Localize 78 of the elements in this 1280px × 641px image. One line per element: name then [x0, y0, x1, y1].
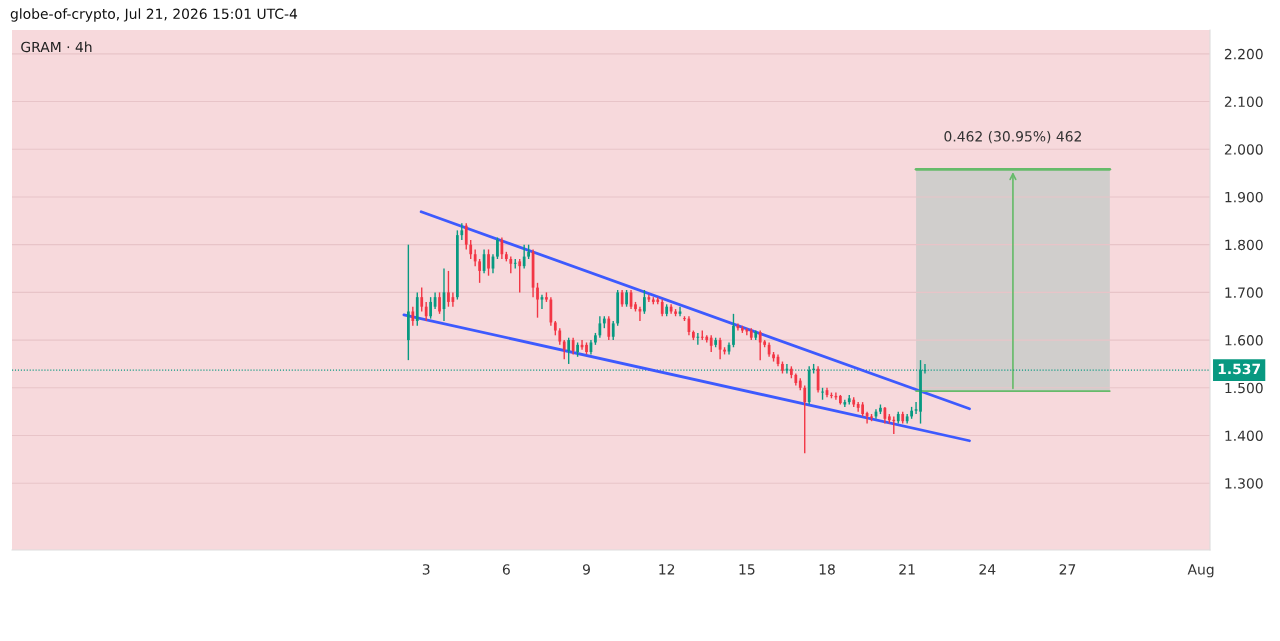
candlestick — [496, 236, 499, 260]
candlestick — [527, 243, 530, 260]
annotation: 0.462 (30.95%) 462 — [944, 130, 1081, 144]
candlestick — [415, 291, 419, 327]
candlestick — [576, 341, 579, 358]
candlestick — [598, 315, 602, 339]
x-tick-label: 12 — [659, 564, 675, 575]
candlestick — [625, 289, 628, 308]
x-tick-label: 27 — [1059, 564, 1076, 575]
y-tick-label: 2.000 — [1224, 144, 1263, 155]
y-tick-label: 2.200 — [1224, 48, 1263, 60]
candlestick — [870, 413, 873, 422]
candlestick — [607, 315, 611, 341]
y-tick-label: 1.900 — [1225, 191, 1263, 203]
candlestick — [478, 258, 481, 284]
candlestick — [821, 387, 824, 401]
candlestick — [429, 296, 433, 320]
candlestick — [464, 222, 468, 251]
candlestick — [758, 329, 762, 361]
candlestick — [469, 239, 473, 260]
candlestick — [406, 243, 410, 361]
y-tick-label: 2.100 — [1224, 96, 1263, 108]
candlestick — [411, 306, 415, 327]
candlestick — [838, 394, 842, 406]
x-tick-label: 9 — [582, 564, 590, 575]
x-tick-label: 15 — [739, 564, 755, 575]
candlestick — [545, 291, 548, 303]
candlestick — [424, 301, 428, 322]
candlestick — [536, 282, 539, 319]
candlestick — [567, 337, 571, 365]
x-tick-label: 21 — [899, 564, 915, 575]
candlestick — [745, 327, 749, 337]
candlestick — [732, 313, 735, 348]
candlestick — [856, 401, 860, 413]
x-tick-label: 6 — [502, 564, 510, 575]
y-tick-label: 1.600 — [1225, 335, 1263, 346]
candlestick — [781, 360, 784, 375]
candlestick — [669, 303, 673, 315]
candlestick — [518, 258, 522, 294]
ref-line-label: 1.537 — [1218, 363, 1261, 375]
candlestick — [830, 391, 833, 399]
candlestick — [522, 243, 526, 270]
candlestick — [487, 248, 490, 277]
candlestick — [879, 403, 882, 415]
y-tick-label: 1.400 — [1225, 430, 1263, 441]
candlestick — [772, 351, 775, 363]
candlestick — [634, 301, 637, 313]
y-tick-label: 1.300 — [1225, 478, 1263, 489]
candlestick — [611, 320, 615, 341]
candlestick — [549, 296, 553, 327]
candlestick — [692, 329, 695, 341]
candlestick — [803, 384, 807, 454]
x-tick-label: 18 — [819, 564, 835, 575]
candlestick — [438, 291, 441, 315]
candlestick — [420, 286, 424, 313]
candlestick — [683, 315, 686, 322]
y-tick-label: 1.500 — [1225, 382, 1263, 394]
x-tick-label: Aug — [1187, 564, 1214, 578]
candlestick — [789, 365, 793, 379]
candlestick — [674, 308, 677, 317]
candlestick — [914, 401, 918, 415]
candlestick — [460, 222, 464, 241]
candlestick — [723, 346, 726, 356]
candlestick — [562, 339, 566, 360]
candlestick — [741, 325, 744, 334]
candlestick — [643, 289, 646, 315]
candlestick — [594, 332, 597, 346]
candlestick — [585, 341, 588, 356]
x-tick-label: 3 — [422, 564, 430, 575]
candlestick — [447, 270, 450, 308]
candlestick — [696, 332, 700, 346]
x-tick-label: 24 — [979, 564, 996, 575]
y-tick-label: 1.800 — [1225, 239, 1263, 251]
y-tick-label: 1.700 — [1225, 287, 1263, 298]
text: GRAM · 4h — [21, 41, 92, 53]
candlestick — [910, 406, 913, 420]
candlestick — [861, 401, 865, 418]
text: globe-of-crypto, Jul 21, 2026 15:01 UTC-4 — [10, 8, 298, 22]
